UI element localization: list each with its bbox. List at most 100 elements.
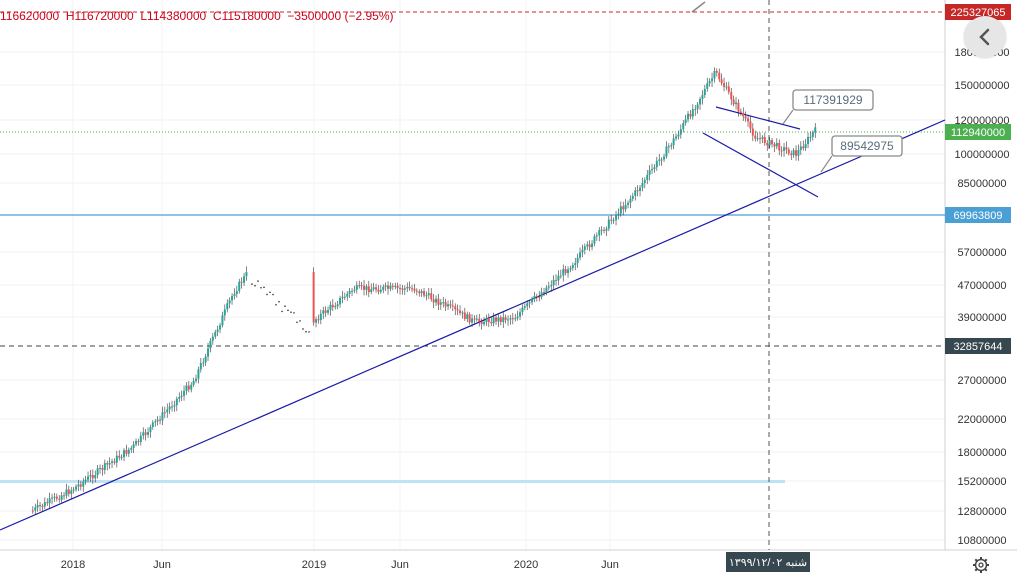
candle-body: [687, 113, 690, 120]
candle-body: [759, 138, 762, 140]
candle-body: [720, 79, 723, 84]
candle-body: [545, 287, 548, 293]
x-tick-label: Jun: [391, 559, 409, 571]
candle-body: [137, 441, 140, 443]
candle-body: [418, 291, 421, 294]
candle-body: [39, 504, 42, 507]
candle-body: [53, 496, 56, 498]
candle-body: [610, 219, 613, 221]
projection-dot: [272, 293, 274, 296]
candle-body: [773, 144, 776, 147]
candle-body: [612, 220, 615, 222]
candle-body: [423, 291, 426, 296]
svg-text:شنبه ۱۳۹۹/۱۲/۰۲: شنبه ۱۳۹۹/۱۲/۰۲: [729, 557, 807, 569]
settings-button[interactable]: [970, 555, 992, 575]
candle-body: [99, 467, 102, 469]
projection-dot: [287, 309, 289, 312]
candle-body: [725, 86, 728, 88]
projection-dot: [260, 286, 262, 289]
candle-body: [159, 419, 162, 421]
x-tick-label: 2019: [302, 559, 326, 571]
arrow-marker: [691, 1, 706, 13]
candle-body: [718, 72, 721, 80]
candle-body: [567, 269, 570, 274]
candle-body: [463, 312, 466, 319]
candle-body: [60, 495, 63, 500]
candle-body: [89, 475, 92, 477]
x-tick-label: 2020: [514, 559, 538, 571]
candle-body: [574, 263, 577, 266]
candle-body: [643, 180, 646, 183]
candle-body: [401, 288, 404, 290]
candle-body: [96, 468, 99, 476]
candle-body: [432, 299, 435, 303]
candle-body: [65, 489, 68, 496]
callout-upper-text: 117391929: [803, 93, 863, 107]
candle-body: [511, 318, 514, 320]
candle-body: [154, 421, 157, 423]
candle-body: [624, 204, 627, 210]
candle-body: [327, 309, 330, 313]
wedge-upper-line[interactable]: [715, 106, 801, 130]
candle-body: [499, 317, 502, 323]
candle-body: [543, 292, 546, 294]
candle-body: [120, 457, 123, 459]
svg-text:112940000: 112940000: [951, 127, 1005, 139]
candle-body: [636, 190, 639, 192]
svg-text:32857644: 32857644: [954, 341, 1003, 353]
candle-body: [679, 129, 682, 135]
candle-body: [663, 156, 666, 160]
candle-body: [807, 136, 810, 145]
ohlc-change: −3500000 (−2.95%): [287, 9, 394, 23]
candle-body: [223, 309, 226, 316]
candle-body: [480, 321, 483, 325]
callout-upper[interactable]: 117391929: [782, 89, 874, 125]
wedge-lower-line[interactable]: [702, 132, 819, 198]
candle-body: [331, 304, 334, 308]
candle-body: [435, 298, 438, 303]
candle-body: [648, 170, 651, 175]
candle-body: [528, 302, 531, 304]
long-trendline[interactable]: [0, 119, 946, 531]
candle-body: [631, 195, 634, 199]
candle-body: [168, 406, 171, 410]
candle-body: [598, 230, 601, 236]
candle-body: [389, 285, 392, 289]
candle-body: [629, 198, 632, 203]
candle-body: [507, 319, 510, 321]
candle-body: [346, 293, 349, 297]
candle-body: [365, 286, 368, 290]
callout-lower[interactable]: 89542975: [820, 135, 903, 173]
candle-body: [339, 297, 342, 305]
candle-body: [535, 296, 538, 298]
candle-body: [103, 463, 106, 470]
candle-body: [329, 304, 332, 310]
projection-dot: [284, 305, 286, 308]
candle-body: [87, 476, 90, 480]
price-tag-red: 225327065: [945, 4, 1011, 20]
candle-body: [701, 95, 704, 99]
candle-body: [382, 286, 385, 290]
candle-body: [747, 118, 750, 122]
candle-body: [336, 304, 339, 307]
scroll-back-button[interactable]: [964, 16, 1006, 58]
candle-body: [641, 182, 644, 188]
candle-body: [509, 318, 512, 320]
candle-body: [211, 336, 214, 341]
candle-body: [341, 296, 344, 298]
base-zone-band[interactable]: [0, 480, 785, 483]
candle-body: [334, 306, 337, 308]
projection-dot: [251, 283, 253, 285]
candle-body: [183, 390, 186, 396]
chevron-left-icon: [979, 28, 990, 46]
candle-body: [235, 291, 238, 295]
candle-body: [351, 290, 354, 292]
candle-body: [108, 462, 111, 465]
candle-body: [447, 304, 450, 307]
y-tick-label: 22000000: [958, 414, 1007, 426]
candle-body: [243, 276, 246, 283]
candle-body: [790, 153, 793, 156]
projection-dot: [296, 321, 298, 324]
candle-body: [55, 496, 58, 499]
